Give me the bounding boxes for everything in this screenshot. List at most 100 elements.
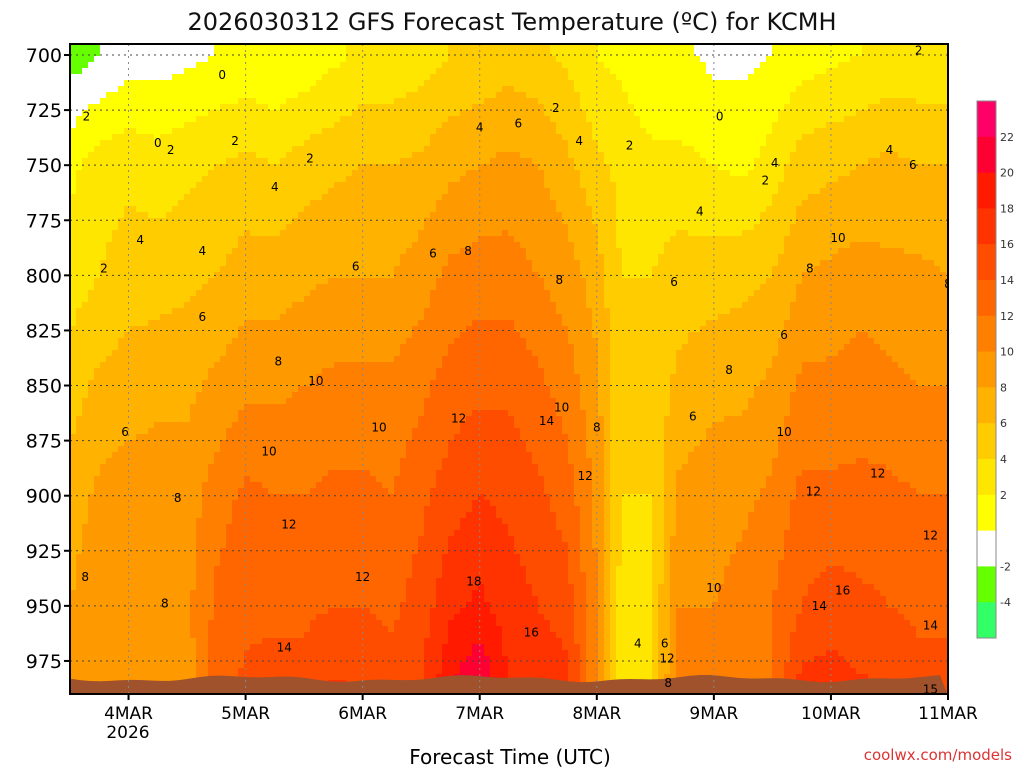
field-cell — [130, 470, 137, 477]
field-cell — [76, 290, 83, 297]
field-cell — [130, 386, 137, 393]
field-cell — [94, 308, 101, 315]
field-cell — [76, 446, 83, 453]
field-cell — [130, 260, 137, 267]
field-cell — [130, 92, 137, 99]
field-cell — [262, 626, 269, 633]
field-cell — [160, 182, 167, 189]
field-cell — [70, 146, 77, 153]
field-cell — [190, 374, 197, 381]
field-cell — [196, 212, 203, 219]
field-cell — [334, 398, 341, 405]
field-cell — [136, 380, 143, 387]
field-cell — [106, 236, 113, 243]
field-cell — [280, 296, 287, 303]
field-cell — [136, 218, 143, 225]
field-cell — [340, 512, 347, 519]
field-cell — [286, 656, 293, 663]
field-cell — [124, 194, 131, 201]
field-cell — [100, 272, 107, 279]
field-cell — [310, 194, 317, 201]
field-cell — [106, 302, 113, 309]
field-cell — [190, 440, 197, 447]
field-cell — [208, 272, 215, 279]
field-cell — [118, 338, 125, 345]
field-cell — [250, 386, 257, 393]
field-cell — [286, 332, 293, 339]
field-cell — [304, 446, 311, 453]
field-cell — [142, 80, 149, 87]
field-cell — [94, 590, 101, 597]
field-cell — [100, 356, 107, 363]
field-cell — [268, 410, 275, 417]
field-cell — [334, 572, 341, 579]
field-cell — [232, 386, 239, 393]
field-cell — [262, 122, 269, 129]
field-cell — [286, 110, 293, 117]
field-cell — [202, 632, 209, 639]
field-cell — [244, 302, 251, 309]
field-cell — [226, 188, 233, 195]
field-cell — [88, 416, 95, 423]
field-cell — [166, 278, 173, 285]
field-cell — [172, 566, 179, 573]
field-cell — [274, 554, 281, 561]
field-cell — [238, 116, 245, 123]
field-cell — [136, 80, 143, 87]
field-cell — [190, 536, 197, 543]
field-cell — [100, 158, 107, 165]
field-cell — [316, 236, 323, 243]
field-cell — [250, 632, 257, 639]
field-cell — [304, 470, 311, 477]
field-cell — [94, 536, 101, 543]
field-cell — [250, 266, 257, 273]
field-cell — [334, 170, 341, 177]
field-cell — [178, 188, 185, 195]
field-cell — [172, 176, 179, 183]
field-cell — [136, 176, 143, 183]
field-cell — [118, 224, 125, 231]
field-cell — [274, 362, 281, 369]
field-cell — [214, 512, 221, 519]
field-cell — [190, 584, 197, 591]
field-cell — [262, 404, 269, 411]
field-cell — [322, 200, 329, 207]
field-cell — [88, 518, 95, 525]
field-cell — [148, 248, 155, 255]
field-cell — [82, 602, 89, 609]
field-cell — [148, 482, 155, 489]
field-cell — [148, 674, 155, 681]
field-cell — [238, 626, 245, 633]
field-cell — [208, 530, 215, 537]
field-cell — [220, 236, 227, 243]
field-cell — [88, 272, 95, 279]
field-cell — [178, 248, 185, 255]
field-cell — [82, 590, 89, 597]
field-cell — [214, 206, 221, 213]
field-cell — [328, 638, 335, 645]
field-cell — [196, 74, 203, 81]
field-cell — [316, 212, 323, 219]
field-cell — [190, 104, 197, 111]
field-cell — [172, 434, 179, 441]
field-cell — [160, 428, 167, 435]
field-cell — [322, 50, 329, 57]
field-cell — [202, 74, 209, 81]
field-cell — [244, 140, 251, 147]
field-cell — [334, 260, 341, 267]
field-cell — [88, 308, 95, 315]
field-cell — [100, 644, 107, 651]
field-cell — [172, 518, 179, 525]
field-cell — [76, 656, 83, 663]
field-cell — [172, 140, 179, 147]
field-cell — [88, 422, 95, 429]
field-cell — [124, 302, 131, 309]
field-cell — [172, 608, 179, 615]
field-cell — [304, 404, 311, 411]
field-cell — [154, 122, 161, 129]
field-cell — [214, 56, 221, 63]
field-cell — [274, 134, 281, 141]
field-cell — [268, 314, 275, 321]
field-cell — [316, 338, 323, 345]
field-cell — [82, 260, 89, 267]
